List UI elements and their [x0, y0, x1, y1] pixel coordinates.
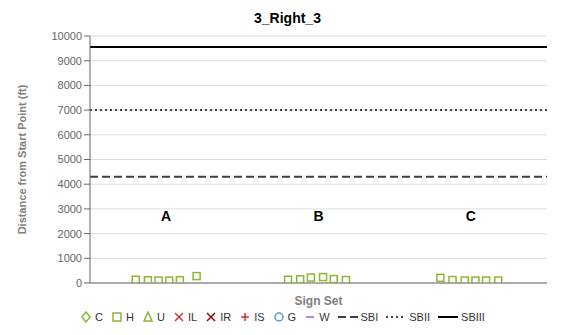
- svg-text:10000: 10000: [51, 30, 82, 42]
- html-text:IR: IR: [220, 311, 232, 323]
- svg-text:Distance from Start Point (ft): Distance from Start Point (ft): [16, 84, 28, 234]
- html-text:U: U: [157, 311, 165, 323]
- svg-text:2000: 2000: [58, 228, 82, 240]
- svg-text:8000: 8000: [58, 79, 82, 91]
- svg-text:4000: 4000: [58, 178, 82, 190]
- svg-text:C: C: [466, 208, 476, 224]
- html-text:IS: IS: [254, 311, 265, 323]
- html-text:SBII: SBII: [409, 311, 430, 323]
- svg-text:B: B: [313, 208, 323, 224]
- html-text:SBI: SBI: [360, 311, 379, 323]
- html-text:H: H: [126, 311, 134, 323]
- svg-text:1000: 1000: [58, 252, 82, 264]
- svg-text:0: 0: [76, 277, 82, 289]
- svg-text:7000: 7000: [58, 104, 82, 116]
- html-text:G: G: [287, 311, 297, 323]
- svg-text:9000: 9000: [58, 55, 82, 67]
- html-text:IL: IL: [188, 311, 198, 323]
- svg-text:6000: 6000: [58, 129, 82, 141]
- svg-text:Sign Set: Sign Set: [294, 294, 342, 308]
- html-text:W: W: [319, 311, 330, 323]
- svg-text:3000: 3000: [58, 203, 82, 215]
- html-text:SBIII: SBIII: [461, 311, 485, 323]
- svg-text:A: A: [161, 208, 171, 224]
- html-text:C: C: [95, 311, 104, 323]
- html-text:3_Right_3: 3_Right_3: [254, 10, 321, 26]
- svg-text:5000: 5000: [58, 153, 82, 165]
